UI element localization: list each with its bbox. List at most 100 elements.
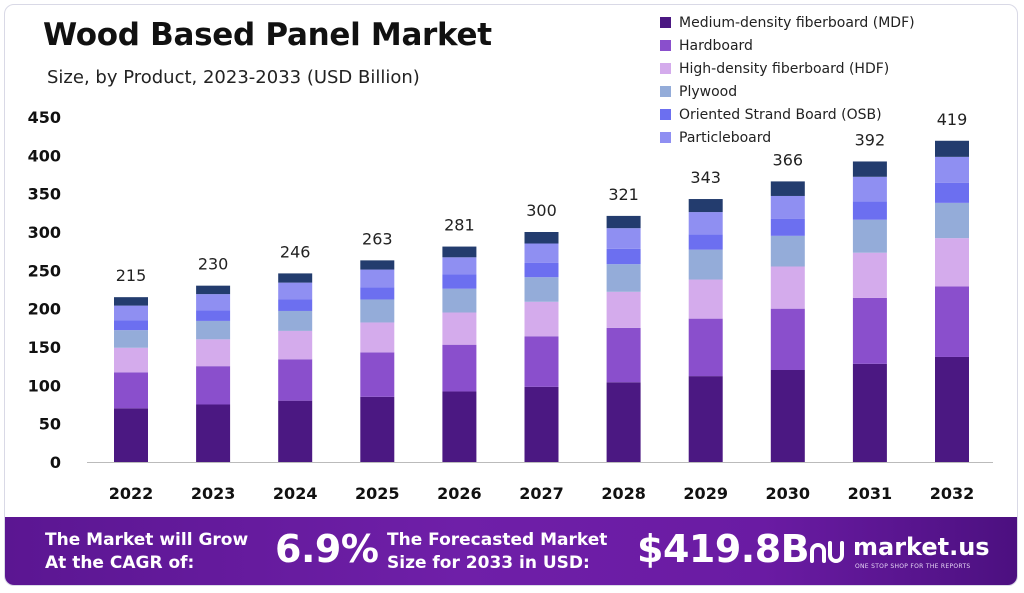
cagr-label: The Market will Grow At the CAGR of: <box>45 529 248 575</box>
bar-segment <box>360 287 395 300</box>
bar-segment <box>360 260 395 270</box>
bar-segment <box>114 320 148 331</box>
x-tick-label: 2028 <box>601 484 646 503</box>
bar-segment <box>852 297 887 364</box>
bar-segment <box>935 182 969 203</box>
bar-segment <box>606 327 641 383</box>
bar-segment <box>688 318 723 377</box>
bar-segment <box>688 249 723 280</box>
bar-segment <box>688 279 723 319</box>
x-tick-label: 2029 <box>683 484 728 503</box>
bar-segment <box>442 274 477 289</box>
bar-segment <box>196 366 231 405</box>
bar-segment <box>688 234 723 250</box>
bar-segment <box>278 330 313 360</box>
bar-segment <box>524 232 559 244</box>
cagr-label-line1: The Market will Grow <box>45 530 249 550</box>
legend-swatch <box>660 132 671 143</box>
bar-segment <box>770 181 805 196</box>
forecast-label-line1: The Forecasted Market <box>387 530 608 550</box>
bar-segment <box>770 266 805 309</box>
bar-total-label: 343 <box>690 168 721 187</box>
bar-segment <box>114 305 148 321</box>
bar-segment <box>278 400 313 462</box>
bar-segment <box>278 282 313 300</box>
bar-segment <box>524 301 559 337</box>
bar-segment <box>524 386 559 462</box>
chart-subtitle: Size, by Product, 2023-2033 (USD Billion… <box>47 67 420 88</box>
x-tick-label: 2022 <box>109 484 154 503</box>
bar-total-label: 230 <box>198 255 229 274</box>
bar-segment <box>852 201 887 220</box>
x-tick-label: 2023 <box>191 484 236 503</box>
bar-segment <box>935 238 969 287</box>
legend-swatch <box>660 63 671 74</box>
bar-segment <box>360 396 395 462</box>
bar-segment <box>114 408 148 462</box>
x-tick-label: 2026 <box>437 484 482 503</box>
bar-segment <box>114 347 148 373</box>
bar-segment <box>196 294 231 311</box>
bar-segment <box>606 382 641 462</box>
bar-segment <box>852 161 887 177</box>
y-tick-label: 200 <box>28 300 61 319</box>
legend-swatch <box>660 86 671 97</box>
bar-segment <box>442 246 477 258</box>
bar-segment <box>606 248 641 265</box>
bar-segment <box>360 352 395 397</box>
bar-segment <box>688 212 723 235</box>
brand-name: market.us <box>853 533 990 561</box>
bar-segment <box>606 291 641 328</box>
footer-banner: The Market will Grow At the CAGR of: 6.9… <box>5 517 1017 585</box>
bar-segment <box>114 330 148 348</box>
bar-segment <box>278 273 313 283</box>
bar-total-label: 321 <box>608 185 639 204</box>
bar-total-label: 246 <box>280 242 311 261</box>
y-tick-label: 350 <box>28 185 61 204</box>
bar-segment <box>935 286 969 357</box>
y-tick-label: 0 <box>50 453 61 472</box>
bar-segment <box>524 243 559 263</box>
bar-segment <box>688 199 723 213</box>
bar-segment <box>852 219 887 253</box>
bar-segment <box>935 140 969 157</box>
bar-segment <box>360 299 395 323</box>
bar-segment <box>278 310 313 331</box>
bar-segment <box>606 264 641 292</box>
bar-segment <box>114 297 148 306</box>
bar-segment <box>442 312 477 345</box>
legend-item: High-density fiberboard (HDF) <box>660 57 915 80</box>
legend-item: Plywood <box>660 80 915 103</box>
legend-label: Hardboard <box>679 37 753 54</box>
bar-segment <box>278 359 313 401</box>
bar-segment <box>196 310 231 321</box>
y-tick-label: 300 <box>28 223 61 242</box>
bar-segment <box>606 215 641 229</box>
legend-label: Particleboard <box>679 129 772 146</box>
forecast-label: The Forecasted Market Size for 2033 in U… <box>387 529 607 575</box>
legend-item: Oriented Strand Board (OSB) <box>660 103 915 126</box>
stacked-bar-chart: 0 50 100 150 200 250 300 350 400 450 215 2022 230 202… <box>28 108 993 503</box>
bar-segment <box>442 257 477 275</box>
market-us-logo-icon <box>810 541 844 563</box>
bar-total-label: 419 <box>937 110 968 129</box>
bar-segment <box>196 320 231 340</box>
bar-segment <box>442 288 477 313</box>
legend-swatch <box>660 17 671 28</box>
bar-segment <box>688 376 723 462</box>
legend-item: Medium-density fiberboard (MDF) <box>660 11 915 34</box>
bar-segment <box>360 269 395 288</box>
chart-title: Wood Based Panel Market <box>43 17 492 53</box>
bar-segment <box>852 252 887 298</box>
bar-segment <box>852 363 887 462</box>
legend-swatch <box>660 109 671 120</box>
y-tick-label: 450 <box>28 108 61 127</box>
bar-total-label: 366 <box>773 150 804 169</box>
legend-label: Oriented Strand Board (OSB) <box>679 106 882 123</box>
y-tick-label: 400 <box>28 146 61 165</box>
cagr-label-line2: At the CAGR of: <box>45 553 195 573</box>
bar-segment <box>606 228 641 249</box>
bar-segment <box>114 372 148 409</box>
legend-swatch <box>660 40 671 51</box>
bar-total-label: 281 <box>444 216 475 235</box>
